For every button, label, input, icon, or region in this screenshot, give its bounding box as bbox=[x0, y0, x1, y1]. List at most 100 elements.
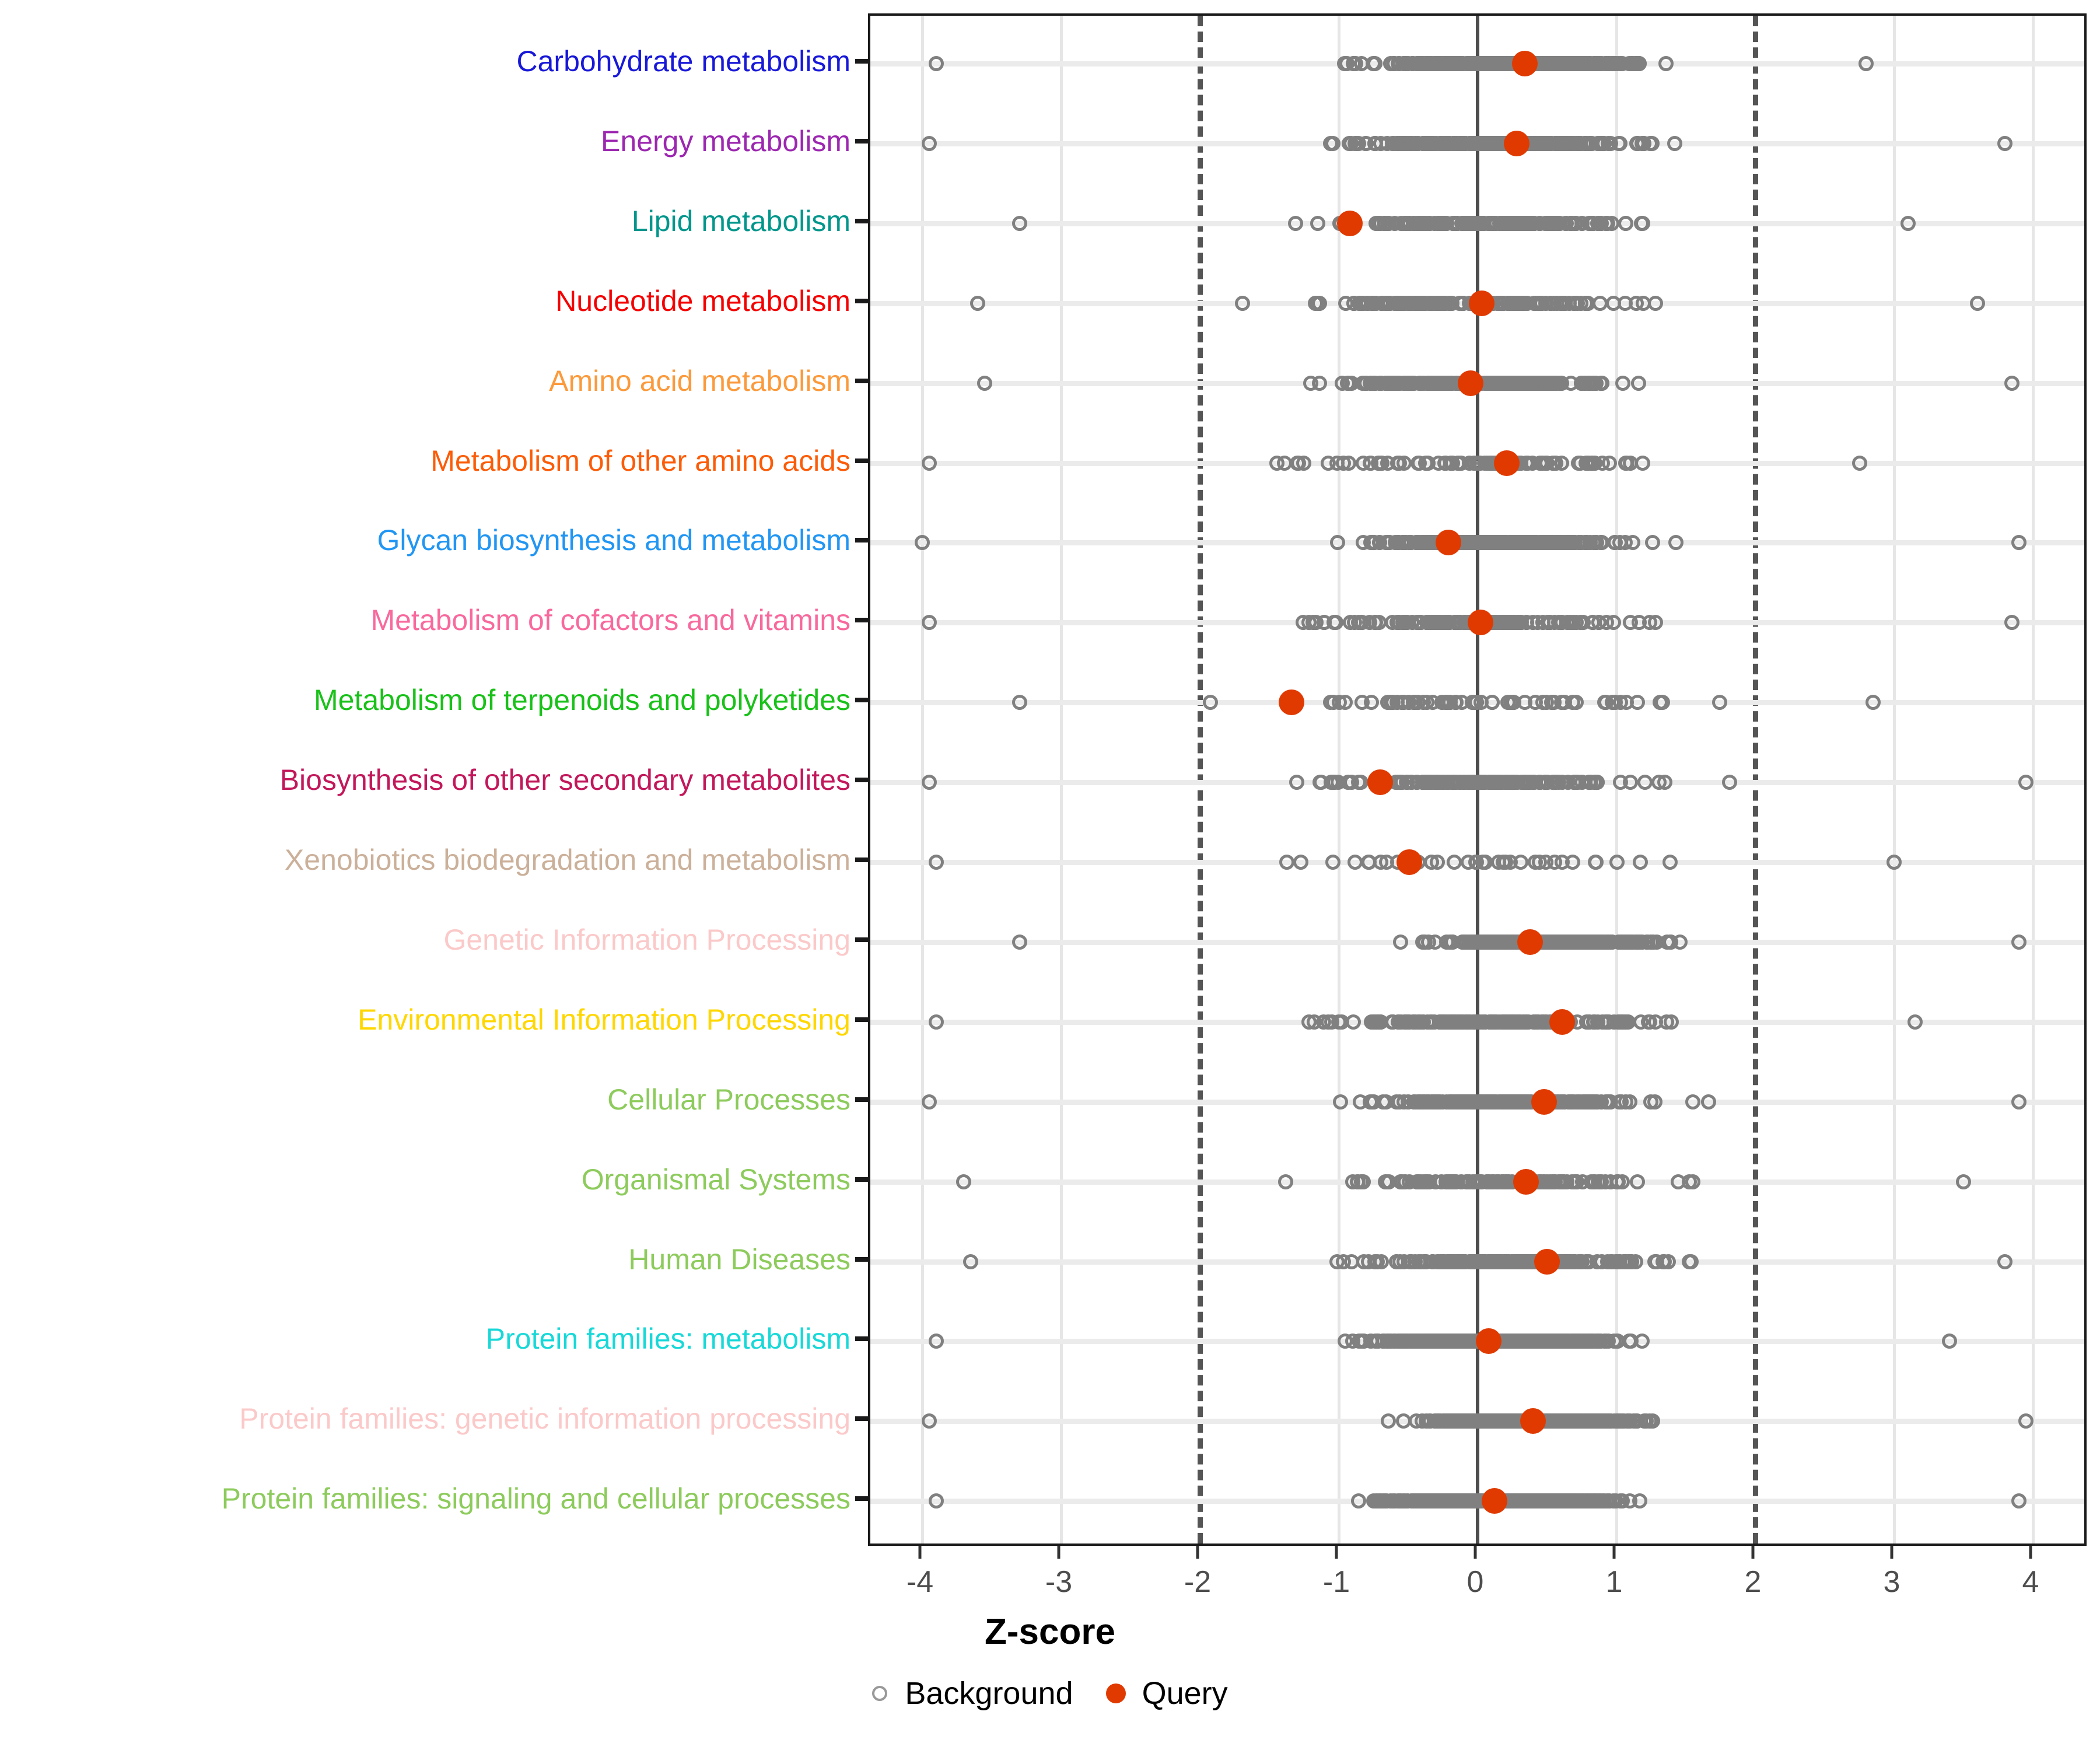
background-point bbox=[1607, 695, 1623, 710]
background-point bbox=[2004, 615, 2020, 631]
background-point bbox=[1348, 56, 1364, 71]
background-point bbox=[2011, 1094, 2027, 1110]
background-point bbox=[1887, 855, 1902, 870]
background-point bbox=[1290, 455, 1306, 471]
background-point bbox=[1484, 695, 1500, 710]
background-point bbox=[1603, 1254, 1619, 1269]
background-point bbox=[1438, 1174, 1454, 1189]
background-point bbox=[1580, 1094, 1596, 1110]
background-point bbox=[1400, 56, 1416, 71]
query-point[interactable] bbox=[1469, 290, 1495, 316]
query-point[interactable] bbox=[1549, 1009, 1576, 1035]
background-point bbox=[1658, 56, 1674, 71]
background-point bbox=[921, 775, 937, 790]
background-point bbox=[1470, 1254, 1486, 1269]
query-point[interactable] bbox=[1531, 1088, 1558, 1115]
background-point bbox=[1573, 375, 1589, 391]
background-point bbox=[1630, 135, 1646, 151]
background-point bbox=[1558, 215, 1574, 231]
background-point bbox=[1429, 855, 1445, 870]
background-point bbox=[1866, 695, 1881, 710]
background-point bbox=[1516, 295, 1532, 311]
background-point bbox=[1548, 455, 1563, 471]
background-point bbox=[1595, 1014, 1611, 1030]
background-point bbox=[1478, 56, 1494, 71]
background-point bbox=[1602, 1094, 1618, 1110]
background-point bbox=[1312, 375, 1328, 391]
background-point bbox=[1464, 215, 1479, 231]
background-point bbox=[1586, 775, 1602, 790]
query-point[interactable] bbox=[1367, 769, 1394, 796]
background-point bbox=[1649, 1254, 1665, 1269]
background-point bbox=[1012, 934, 1027, 950]
query-point[interactable] bbox=[1511, 51, 1538, 76]
background-point bbox=[1327, 775, 1342, 790]
background-point bbox=[1486, 1014, 1502, 1030]
background-point bbox=[1712, 695, 1727, 710]
background-point bbox=[921, 1413, 937, 1429]
background-point bbox=[970, 295, 986, 311]
background-point bbox=[1388, 375, 1404, 391]
query-point[interactable] bbox=[1396, 849, 1423, 875]
background-point bbox=[1997, 135, 2013, 151]
background-point bbox=[1647, 615, 1663, 631]
background-point bbox=[1564, 1174, 1580, 1189]
query-point[interactable] bbox=[1513, 1168, 1539, 1195]
background-point bbox=[1424, 695, 1440, 710]
background-point bbox=[1525, 455, 1540, 471]
background-point bbox=[928, 855, 944, 870]
background-point bbox=[1395, 1413, 1411, 1429]
background-point bbox=[1326, 615, 1342, 631]
background-point bbox=[1637, 775, 1653, 790]
background-point bbox=[1234, 295, 1250, 311]
background-point bbox=[1354, 295, 1370, 311]
query-point[interactable] bbox=[1476, 1328, 1502, 1354]
background-point bbox=[1612, 135, 1628, 151]
background-point bbox=[1566, 1254, 1581, 1269]
background-point bbox=[2018, 775, 2034, 790]
query-point[interactable] bbox=[1458, 370, 1484, 396]
background-point bbox=[1462, 56, 1478, 71]
background-point bbox=[1460, 1094, 1476, 1110]
background-point bbox=[1340, 775, 1356, 790]
background-point bbox=[1606, 295, 1622, 311]
vertical-gridline-2 bbox=[1753, 16, 1758, 1544]
query-point[interactable] bbox=[1503, 130, 1530, 156]
background-point bbox=[1571, 455, 1587, 471]
background-point bbox=[1393, 934, 1409, 950]
query-point[interactable] bbox=[1534, 1248, 1560, 1275]
query-point[interactable] bbox=[1467, 610, 1493, 636]
background-point bbox=[1651, 775, 1667, 790]
background-point bbox=[928, 1334, 944, 1349]
background-point bbox=[1509, 215, 1525, 231]
background-point bbox=[1312, 775, 1328, 790]
background-point bbox=[1443, 775, 1459, 790]
background-point bbox=[915, 535, 930, 551]
background-point bbox=[1604, 934, 1619, 950]
background-point bbox=[1324, 1014, 1339, 1030]
background-point bbox=[921, 135, 937, 151]
query-point[interactable] bbox=[1517, 929, 1544, 955]
query-point[interactable] bbox=[1279, 690, 1305, 716]
query-point[interactable] bbox=[1337, 210, 1363, 236]
background-point bbox=[1609, 1413, 1625, 1429]
background-point bbox=[1444, 455, 1460, 471]
background-point bbox=[1447, 855, 1462, 870]
background-point bbox=[1409, 615, 1424, 631]
background-point bbox=[1338, 295, 1354, 311]
background-point bbox=[1513, 855, 1529, 870]
background-point bbox=[1618, 455, 1633, 471]
background-point bbox=[1631, 375, 1647, 391]
background-point bbox=[1589, 1413, 1605, 1429]
query-point[interactable] bbox=[1436, 530, 1462, 556]
background-point bbox=[1499, 1174, 1514, 1189]
query-point[interactable] bbox=[1493, 450, 1520, 476]
background-point bbox=[1398, 215, 1413, 231]
query-point[interactable] bbox=[1520, 1408, 1546, 1434]
background-point bbox=[1588, 855, 1604, 870]
background-point bbox=[1330, 535, 1346, 551]
background-point bbox=[1454, 695, 1469, 710]
background-point bbox=[1381, 1174, 1396, 1189]
background-point bbox=[1482, 135, 1498, 151]
